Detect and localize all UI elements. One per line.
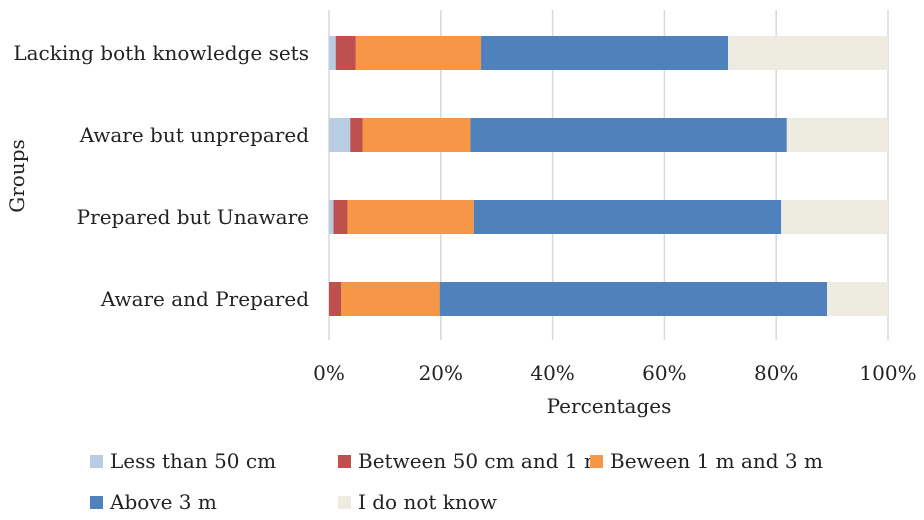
bar-segment — [786, 118, 888, 152]
x-tick-labels: 0% 20% 40% 60% 80% 100% — [313, 361, 916, 385]
x-tick-label: 100% — [859, 361, 916, 385]
legend-item: Between 50 cm and 1 m — [338, 449, 603, 473]
y-category-label: Aware and Prepared — [100, 287, 309, 311]
legend-label: Above 3 m — [109, 490, 217, 514]
bar-segment — [481, 36, 729, 70]
y-category-label: Prepared but Unaware — [77, 205, 309, 229]
x-tick-label: 40% — [530, 361, 574, 385]
y-category-label: Aware but unprepared — [79, 123, 310, 147]
category-labels: Lacking both knowledge sets Aware but unp… — [13, 41, 309, 311]
legend-label: I do not know — [358, 490, 497, 514]
bar-segment — [329, 200, 334, 234]
bar-segment — [473, 200, 782, 234]
bar-segment — [827, 282, 888, 316]
x-tick-label: 80% — [754, 361, 798, 385]
bar-segment — [355, 36, 482, 70]
bar-segment — [335, 36, 356, 70]
bars — [329, 36, 888, 316]
legend-swatch — [90, 496, 103, 509]
legend-swatch — [90, 455, 103, 468]
legend-item: I do not know — [338, 490, 497, 514]
bar-segment — [470, 118, 787, 152]
bar-segment — [347, 200, 474, 234]
bar-segment — [341, 282, 440, 316]
bar-segment — [333, 200, 348, 234]
legend-swatch — [590, 455, 603, 468]
bar-segment — [362, 118, 471, 152]
bar-segment — [329, 36, 336, 70]
legend-item: Less than 50 cm — [90, 449, 276, 473]
legend: Less than 50 cm Between 50 cm and 1 m Bewe… — [90, 449, 823, 514]
bar-segment — [728, 36, 888, 70]
bar-segment — [439, 282, 828, 316]
bar-segment — [329, 282, 342, 316]
x-tick-label: 20% — [419, 361, 463, 385]
bar-segment — [329, 118, 351, 152]
bar-segment — [781, 200, 888, 234]
y-category-label: Lacking both knowledge sets — [13, 41, 309, 65]
y-axis-title: Groups — [5, 139, 29, 213]
legend-item: Beween 1 m and 3 m — [590, 449, 823, 473]
x-tick-label: 60% — [642, 361, 686, 385]
bar-segment — [350, 118, 363, 152]
x-tick-label: 0% — [313, 361, 345, 385]
legend-item: Above 3 m — [90, 490, 217, 514]
legend-label: Less than 50 cm — [110, 449, 276, 473]
legend-swatch — [338, 455, 351, 468]
x-axis-title: Percentages — [547, 394, 672, 418]
legend-label: Beween 1 m and 3 m — [610, 449, 823, 473]
legend-swatch — [338, 496, 351, 509]
legend-label: Between 50 cm and 1 m — [358, 449, 603, 473]
